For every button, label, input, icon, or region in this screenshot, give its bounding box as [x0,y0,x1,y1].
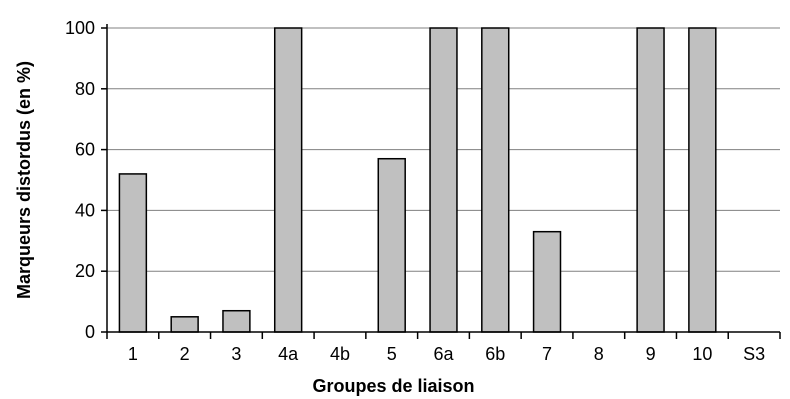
y-tick-label: 20 [75,261,95,281]
bar-3 [222,309,251,333]
x-tick-label: 5 [387,344,397,364]
x-tick-label: 9 [646,344,656,364]
y-tick-label: 40 [75,200,95,220]
y-tick-label: 0 [85,322,95,342]
y-axis-title: Marqueurs distordus (en %) [14,61,34,299]
y-tick-label: 60 [75,140,95,160]
bar-7 [532,230,562,333]
y-tick-labels: 0 20 40 60 80 100 [65,18,95,342]
x-tick-label: 4a [278,344,299,364]
x-tick-label: 8 [594,344,604,364]
y-tick-label: 100 [65,18,95,38]
x-tick-label: 10 [692,344,712,364]
bar-9 [636,27,665,333]
x-tick-label: 1 [128,344,138,364]
bar-6a [429,27,458,333]
bar-6b [481,27,510,333]
bars [118,27,717,333]
x-tick-label: S3 [743,344,765,364]
bar-5 [377,157,406,333]
bar-10 [688,27,717,333]
x-tick-label: 2 [180,344,190,364]
x-tick-label: 4b [330,344,350,364]
x-tick-labels: 1 2 3 4a 4b 5 6a 6b 7 8 9 10 S3 [128,344,765,364]
x-tick-label: 7 [542,344,552,364]
axes [101,24,781,339]
x-axis-title: Groupes de liaison [312,376,474,396]
y-tick-label: 80 [75,79,95,99]
x-tick-label: 6a [433,344,454,364]
x-tick-label: 6b [485,344,505,364]
x-tick-label: 3 [231,344,241,364]
bar-1 [118,173,148,333]
bar-2 [170,316,199,333]
bar-4a [273,27,303,333]
